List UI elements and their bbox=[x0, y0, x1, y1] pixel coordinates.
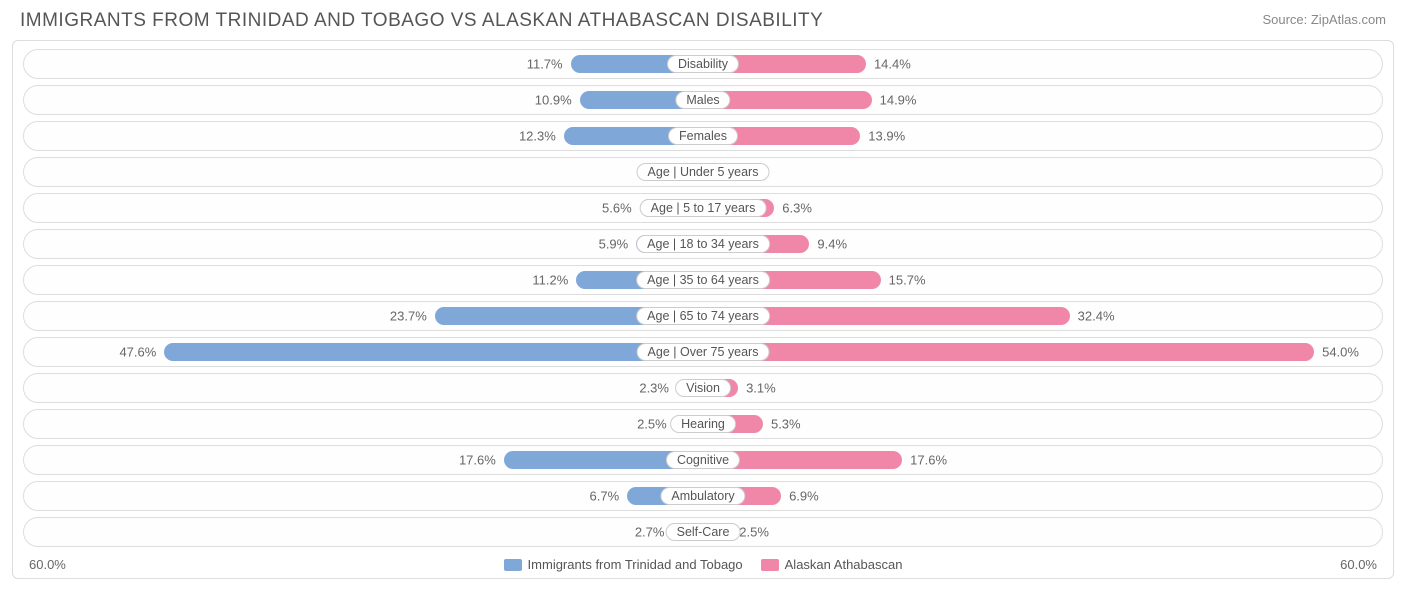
chart-container: 11.7% 14.4% Disability 10.9% 14.9% Males 12.3%… bbox=[12, 40, 1394, 579]
category-label: Age | 18 to 34 years bbox=[636, 235, 770, 253]
category-label: Self-Care bbox=[666, 523, 741, 541]
legend-swatch-right bbox=[761, 559, 779, 571]
category-label: Vision bbox=[675, 379, 731, 397]
category-label: Females bbox=[668, 127, 738, 145]
bar-left: 47.6% bbox=[164, 343, 703, 361]
axis-max-left: 60.0% bbox=[29, 557, 89, 572]
legend-label-left: Immigrants from Trinidad and Tobago bbox=[528, 557, 743, 572]
value-label-right: 6.3% bbox=[782, 201, 812, 216]
chart-row: 47.6%54.0%Age | Over 75 years bbox=[23, 337, 1383, 367]
chart-row: 2.7% 2.5%Self-Care bbox=[23, 517, 1383, 547]
value-label-right: 15.7% bbox=[889, 273, 926, 288]
value-label-right: 14.9% bbox=[880, 93, 917, 108]
value-label-right: 17.6% bbox=[910, 453, 947, 468]
value-label-left: 23.7% bbox=[390, 309, 427, 324]
chart-row: 23.7% 32.4% Age | 65 to 74 years bbox=[23, 301, 1383, 331]
value-label-right: 32.4% bbox=[1078, 309, 1115, 324]
legend-label-right: Alaskan Athabascan bbox=[785, 557, 903, 572]
value-label-left: 6.7% bbox=[590, 489, 620, 504]
chart-row: 10.9% 14.9% Males bbox=[23, 85, 1383, 115]
chart-row: 2.3% 3.1% Vision bbox=[23, 373, 1383, 403]
value-label-right: 9.4% bbox=[817, 237, 847, 252]
value-label-right: 14.4% bbox=[874, 57, 911, 72]
chart-row: 11.2% 15.7% Age | 35 to 64 years bbox=[23, 265, 1383, 295]
category-label: Cognitive bbox=[666, 451, 740, 469]
value-label-left: 5.6% bbox=[602, 201, 632, 216]
chart-row: 6.7% 6.9% Ambulatory bbox=[23, 481, 1383, 511]
value-label-left: 17.6% bbox=[459, 453, 496, 468]
category-label: Hearing bbox=[670, 415, 736, 433]
bar-right: 54.0% bbox=[703, 343, 1314, 361]
category-label: Age | 65 to 74 years bbox=[636, 307, 770, 325]
chart-rows: 11.7% 14.4% Disability 10.9% 14.9% Males 12.3%… bbox=[23, 49, 1383, 547]
value-label-left: 11.7% bbox=[527, 57, 563, 72]
chart-row: 5.9% 9.4% Age | 18 to 34 years bbox=[23, 229, 1383, 259]
category-label: Ambulatory bbox=[660, 487, 745, 505]
chart-row: 1.1%1.5%Age | Under 5 years bbox=[23, 157, 1383, 187]
value-label-left: 2.3% bbox=[639, 381, 669, 396]
axis-max-right: 60.0% bbox=[1317, 557, 1377, 572]
legend-item-right: Alaskan Athabascan bbox=[761, 557, 903, 572]
category-label: Age | 35 to 64 years bbox=[636, 271, 770, 289]
chart-row: 5.6% 6.3% Age | 5 to 17 years bbox=[23, 193, 1383, 223]
chart-row: 17.6% 17.6% Cognitive bbox=[23, 445, 1383, 475]
value-label-right: 5.3% bbox=[771, 417, 801, 432]
value-label-right: 6.9% bbox=[789, 489, 819, 504]
value-label-right: 54.0% bbox=[1322, 345, 1359, 360]
value-label-right: 3.1% bbox=[746, 381, 776, 396]
category-label: Age | Over 75 years bbox=[637, 343, 770, 361]
value-label-left: 10.9% bbox=[535, 93, 572, 108]
axis-legend-row: 60.0% Immigrants from Trinidad and Tobag… bbox=[23, 553, 1383, 572]
value-label-left: 11.2% bbox=[532, 273, 568, 288]
value-label-right: 13.9% bbox=[868, 129, 905, 144]
value-label-left: 2.7% bbox=[635, 525, 665, 540]
legend-swatch-left bbox=[504, 559, 522, 571]
category-label: Age | 5 to 17 years bbox=[640, 199, 767, 217]
value-label-left: 5.9% bbox=[599, 237, 629, 252]
legend: Immigrants from Trinidad and Tobago Alas… bbox=[89, 557, 1317, 572]
chart-row: 2.5% 5.3% Hearing bbox=[23, 409, 1383, 439]
legend-item-left: Immigrants from Trinidad and Tobago bbox=[504, 557, 743, 572]
category-label: Age | Under 5 years bbox=[637, 163, 770, 181]
value-label-left: 2.5% bbox=[637, 417, 667, 432]
page-title: IMMIGRANTS FROM TRINIDAD AND TOBAGO VS A… bbox=[20, 10, 823, 32]
category-label: Males bbox=[675, 91, 730, 109]
value-label-left: 47.6% bbox=[119, 345, 156, 360]
category-label: Disability bbox=[667, 55, 739, 73]
chart-row: 12.3% 13.9% Females bbox=[23, 121, 1383, 151]
source-label: Source: ZipAtlas.com bbox=[1262, 12, 1386, 27]
value-label-right: 2.5% bbox=[739, 525, 769, 540]
chart-row: 11.7% 14.4% Disability bbox=[23, 49, 1383, 79]
header: IMMIGRANTS FROM TRINIDAD AND TOBAGO VS A… bbox=[0, 0, 1406, 40]
value-label-left: 12.3% bbox=[519, 129, 556, 144]
